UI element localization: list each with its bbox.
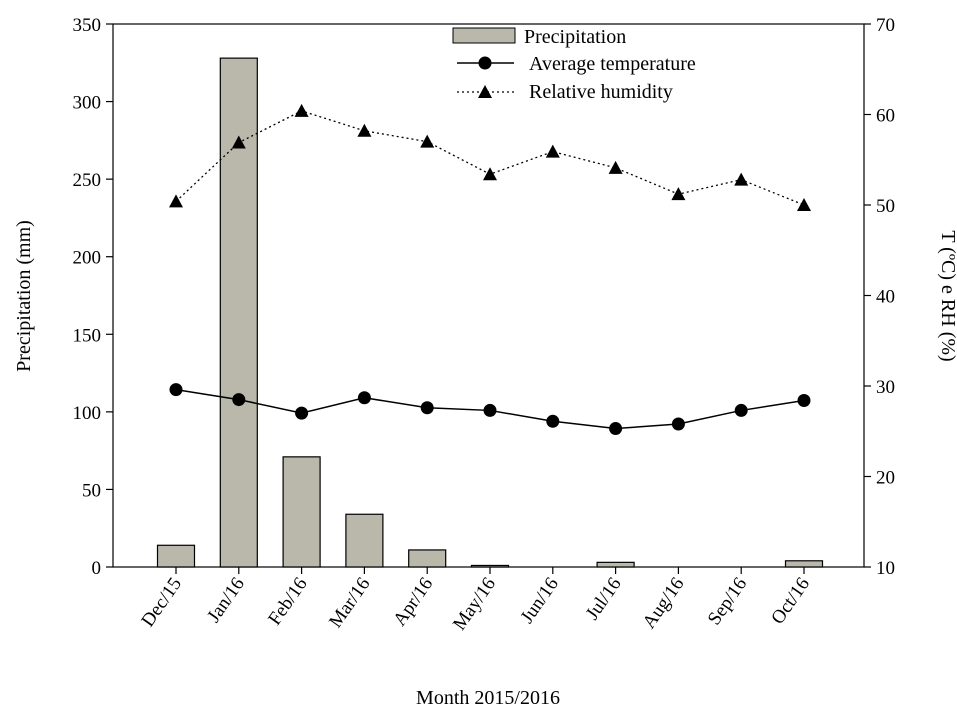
temperature-point-jun-16	[546, 414, 560, 428]
temperature-point-mar-16	[357, 391, 371, 405]
bar-dec-15	[156, 544, 196, 568]
humidity-point-aug-16	[671, 187, 686, 201]
y-tick-label: 50	[82, 480, 101, 501]
bar-may-16	[470, 564, 510, 568]
x-tick-label: May/16	[449, 574, 500, 634]
y2-tick-label: 30	[876, 377, 895, 398]
x-tick-label: Oct/16	[767, 574, 814, 628]
legend: Precipitation Average temperature Relati…	[452, 26, 696, 103]
humidity-point-mar-16	[357, 123, 372, 137]
humidity-point-feb-16	[294, 103, 309, 117]
temperature-point-sep-16	[734, 403, 748, 417]
temperature-point-dec-15	[169, 383, 183, 397]
humidity-line	[175, 110, 805, 206]
y2-tick-label: 10	[876, 558, 895, 579]
humidity-point-apr-16	[420, 134, 435, 148]
precipitation-bars	[156, 57, 824, 568]
y-tick-label: 350	[73, 15, 102, 36]
humidity-point-jan-16	[231, 135, 246, 149]
temperature-point-aug-16	[671, 417, 685, 431]
legend-swatch-precipitation	[452, 27, 516, 44]
series-lines	[169, 103, 811, 436]
humidity-point-may-16	[483, 167, 497, 181]
humidity-point-dec-15	[169, 194, 183, 208]
bar-oct-16	[784, 560, 824, 568]
x-tick-label: Jul/16	[582, 574, 626, 624]
humidity-point-jun-16	[545, 144, 560, 158]
bar-feb-16	[282, 456, 321, 568]
y-tick-label: 150	[73, 325, 102, 346]
y-tick-label: 200	[73, 248, 102, 269]
temperature-point-jul-16	[609, 422, 623, 436]
x-tick-label: Sep/16	[704, 574, 751, 629]
y2-tick-label: 70	[876, 15, 895, 36]
legend-marker-humidity	[478, 85, 492, 98]
y-tick-label: 250	[73, 170, 102, 191]
temperature-point-feb-16	[295, 406, 309, 420]
y2-axis-title: T (ºC) e RH (%)	[937, 230, 957, 361]
legend-label-temperature: Average temperature	[529, 53, 696, 75]
temperature-point-jan-16	[232, 393, 246, 407]
bar-jan-16	[219, 57, 258, 568]
x-tick-label: Dec/15	[137, 574, 186, 631]
axes: 0 50 100 150 200 250 300 350 10 20 30 40 50 60 70 Dec/1…	[73, 15, 896, 634]
y-tick-label: 0	[92, 558, 102, 579]
humidity-point-oct-16	[797, 198, 811, 211]
legend-label-precipitation: Precipitation	[524, 26, 626, 48]
legend-marker-temperature	[478, 56, 492, 70]
bar-mar-16	[345, 513, 384, 568]
y2-tick-label: 50	[876, 196, 895, 217]
temperature-point-apr-16	[420, 401, 434, 415]
temperature-point-oct-16	[797, 393, 811, 407]
y-axis-title: Precipitation (mm)	[13, 220, 35, 372]
humidity-point-sep-16	[734, 172, 749, 186]
y-tick-label: 100	[73, 403, 102, 424]
x-tick-label: Jun/16	[517, 574, 563, 628]
x-tick-label: Aug/16	[639, 574, 689, 633]
bar-apr-16	[408, 549, 447, 568]
y2-tick-label: 20	[876, 468, 895, 489]
humidity-point-jul-16	[608, 160, 623, 174]
y-tick-label: 300	[73, 93, 102, 114]
x-axis-title: Month 2015/2016	[416, 687, 560, 709]
x-tick-label: Feb/16	[264, 574, 311, 629]
temperature-point-may-16	[483, 403, 497, 417]
bar-jul-16	[596, 561, 635, 568]
x-tick-label: Jan/16	[203, 574, 249, 627]
x-tick-label: Apr/16	[389, 574, 437, 630]
y2-tick-label: 60	[876, 106, 895, 127]
y2-tick-label: 40	[876, 287, 895, 308]
legend-label-humidity: Relative humidity	[529, 81, 673, 103]
x-tick-label: Mar/16	[325, 574, 374, 632]
